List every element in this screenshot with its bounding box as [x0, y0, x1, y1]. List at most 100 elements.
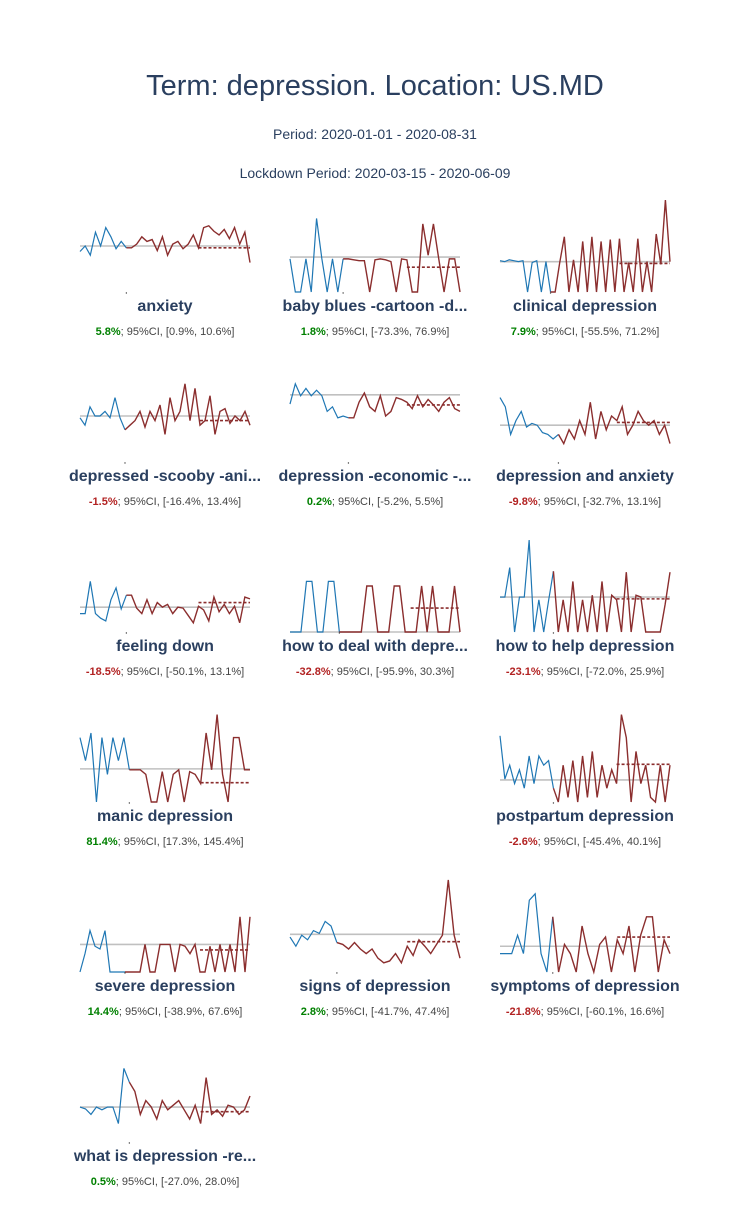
panel-label: what is depression -re... — [73, 1148, 257, 1165]
panel-stat: 0.2%; 95%CI, [-5.2%, 5.5%] — [260, 496, 490, 508]
percent-change: -21.8% — [505, 1006, 541, 1018]
confidence-interval: ; 95%CI, [-41.7%, 47.4%] — [325, 1006, 450, 1018]
pre-lockdown-series — [500, 892, 554, 973]
sparkline-chart — [80, 581, 251, 634]
panel-stat: -1.5%; 95%CI, [-16.4%, 13.4%] — [50, 496, 280, 508]
panel-7: how to deal with depre... -32.8%; 95%CI, … — [260, 535, 490, 695]
pre-lockdown-series — [79, 1068, 130, 1124]
sparkline-chart — [79, 916, 251, 974]
pre-lockdown-series — [290, 580, 340, 633]
sparkline-chart — [500, 539, 671, 634]
panel-stat: -23.1%; 95%CI, [-72.0%, 25.9%] — [470, 666, 700, 678]
panel-label: baby blues -cartoon -d... — [282, 298, 468, 315]
axis-tick — [124, 462, 126, 464]
pre-lockdown-series — [499, 735, 555, 789]
confidence-interval: ; 95%CI, [0.9%, 10.6%] — [120, 326, 235, 338]
confidence-interval: ; 95%CI, [-72.0%, 25.9%] — [540, 666, 665, 678]
confidence-interval: ; 95%CI, [-45.4%, 40.1%] — [537, 836, 662, 848]
lockdown-subtitle: Lockdown Period: 2020-03-15 - 2020-06-09 — [239, 165, 511, 181]
period-subtitle: Period: 2020-01-01 - 2020-08-31 — [273, 126, 477, 142]
axis-tick — [342, 292, 344, 294]
panel-stat: 2.8%; 95%CI, [-41.7%, 47.4%] — [260, 1006, 490, 1018]
panel-label: clinical depression — [512, 298, 658, 315]
lockdown-series — [550, 199, 671, 293]
confidence-interval: ; 95%CI, [-16.4%, 13.4%] — [117, 496, 242, 508]
confidence-interval: ; 95%CI, [-5.2%, 5.5%] — [331, 496, 444, 508]
confidence-interval: ; 95%CI, [-38.9%, 67.6%] — [118, 1006, 243, 1018]
panel-stat: -18.5%; 95%CI, [-50.1%, 13.1%] — [50, 666, 280, 678]
panel-stat: -2.6%; 95%CI, [-45.4%, 40.1%] — [470, 836, 700, 848]
panel-10: postpartum depression -2.6%; 95%CI, [-45.… — [470, 705, 700, 865]
pre-lockdown-series — [499, 397, 559, 440]
axis-tick — [128, 802, 131, 804]
sparkline-chart — [79, 224, 251, 294]
percent-change: 7.9% — [510, 326, 536, 338]
lockdown-series — [339, 585, 461, 633]
panel-label: depressed -scooby -ani... — [68, 468, 262, 485]
panel-5: depression and anxiety -9.8%; 95%CI, [-32… — [470, 365, 700, 525]
percent-change: -1.5% — [88, 496, 118, 508]
percent-change: 81.4% — [86, 836, 118, 848]
sparkline-chart — [289, 879, 461, 974]
percent-change: -32.8% — [295, 666, 331, 678]
panel-label: depression -economic -... — [278, 468, 472, 485]
pre-lockdown-series — [79, 928, 125, 973]
panel-label: postpartum depression — [496, 808, 674, 825]
axis-tick — [338, 632, 341, 634]
panel-11: severe depression 14.4%; 95%CI, [-38.9%, … — [50, 875, 280, 1035]
axis-tick — [125, 632, 128, 634]
lockdown-series — [126, 594, 251, 625]
panel-1: baby blues -cartoon -d... 1.8%; 95%CI, [-… — [260, 195, 490, 355]
sparkline-chart — [499, 397, 671, 464]
panel-label: how to help depression — [495, 638, 675, 655]
percent-change: -9.8% — [508, 496, 538, 508]
confidence-interval: ; 95%CI, [17.3%, 145.4%] — [117, 836, 244, 848]
sparkline-chart — [79, 714, 250, 804]
axis-tick — [124, 972, 126, 974]
panel-stat: 0.5%; 95%CI, [-27.0%, 28.0%] — [50, 1176, 280, 1188]
panel-label: severe depression — [94, 978, 236, 995]
panel-stat: 81.4%; 95%CI, [17.3%, 145.4%] — [50, 836, 280, 848]
confidence-interval: ; 95%CI, [-55.5%, 71.2%] — [535, 326, 660, 338]
lockdown-series — [552, 571, 671, 633]
pre-lockdown-series — [79, 226, 127, 257]
panel-label: feeling down — [116, 638, 214, 655]
percent-change: 1.8% — [300, 326, 326, 338]
axis-tick — [347, 462, 350, 464]
percent-change: -2.6% — [508, 836, 538, 848]
lockdown-series — [125, 916, 251, 973]
panel-label: depression and anxiety — [496, 468, 674, 485]
pre-lockdown-series — [289, 381, 349, 419]
axis-tick — [125, 292, 128, 294]
sparkline-chart — [290, 580, 461, 634]
percent-change: -23.1% — [505, 666, 541, 678]
sparkline-chart — [79, 1068, 251, 1144]
panel-3: depressed -scooby -ani... -1.5%; 95%CI, [… — [50, 365, 280, 525]
lockdown-series — [348, 391, 461, 419]
panel-stat: -21.8%; 95%CI, [-60.1%, 16.6%] — [470, 1006, 700, 1018]
sparkline-chart — [289, 381, 461, 464]
lockdown-series — [336, 879, 461, 965]
panel-stat: 5.8%; 95%CI, [0.9%, 10.6%] — [50, 326, 280, 338]
pre-lockdown-series — [289, 218, 344, 293]
axis-tick — [336, 972, 338, 974]
panel-stat: 1.8%; 95%CI, [-73.3%, 76.9%] — [260, 326, 490, 338]
panel-0: anxiety 5.8%; 95%CI, [0.9%, 10.6%] — [50, 195, 280, 355]
panel-stat: -32.8%; 95%CI, [-95.9%, 30.3%] — [260, 666, 490, 678]
pre-lockdown-series — [289, 920, 338, 948]
sparkline-chart — [79, 383, 251, 464]
panel-label: symptoms of depression — [490, 978, 680, 995]
lockdown-series — [552, 916, 671, 975]
confidence-interval: ; 95%CI, [-73.3%, 76.9%] — [325, 326, 450, 338]
lockdown-series — [129, 714, 250, 803]
axis-tick — [128, 1142, 131, 1144]
axis-tick — [552, 632, 555, 634]
panel-stat: 14.4%; 95%CI, [-38.9%, 67.6%] — [50, 1006, 280, 1018]
sparkline-chart — [500, 892, 671, 975]
panel-stat: 7.9%; 95%CI, [-55.5%, 71.2%] — [470, 326, 700, 338]
sparkline-chart — [499, 199, 671, 294]
sparkline-chart — [499, 714, 671, 804]
panel-label: how to deal with depre... — [282, 638, 468, 655]
